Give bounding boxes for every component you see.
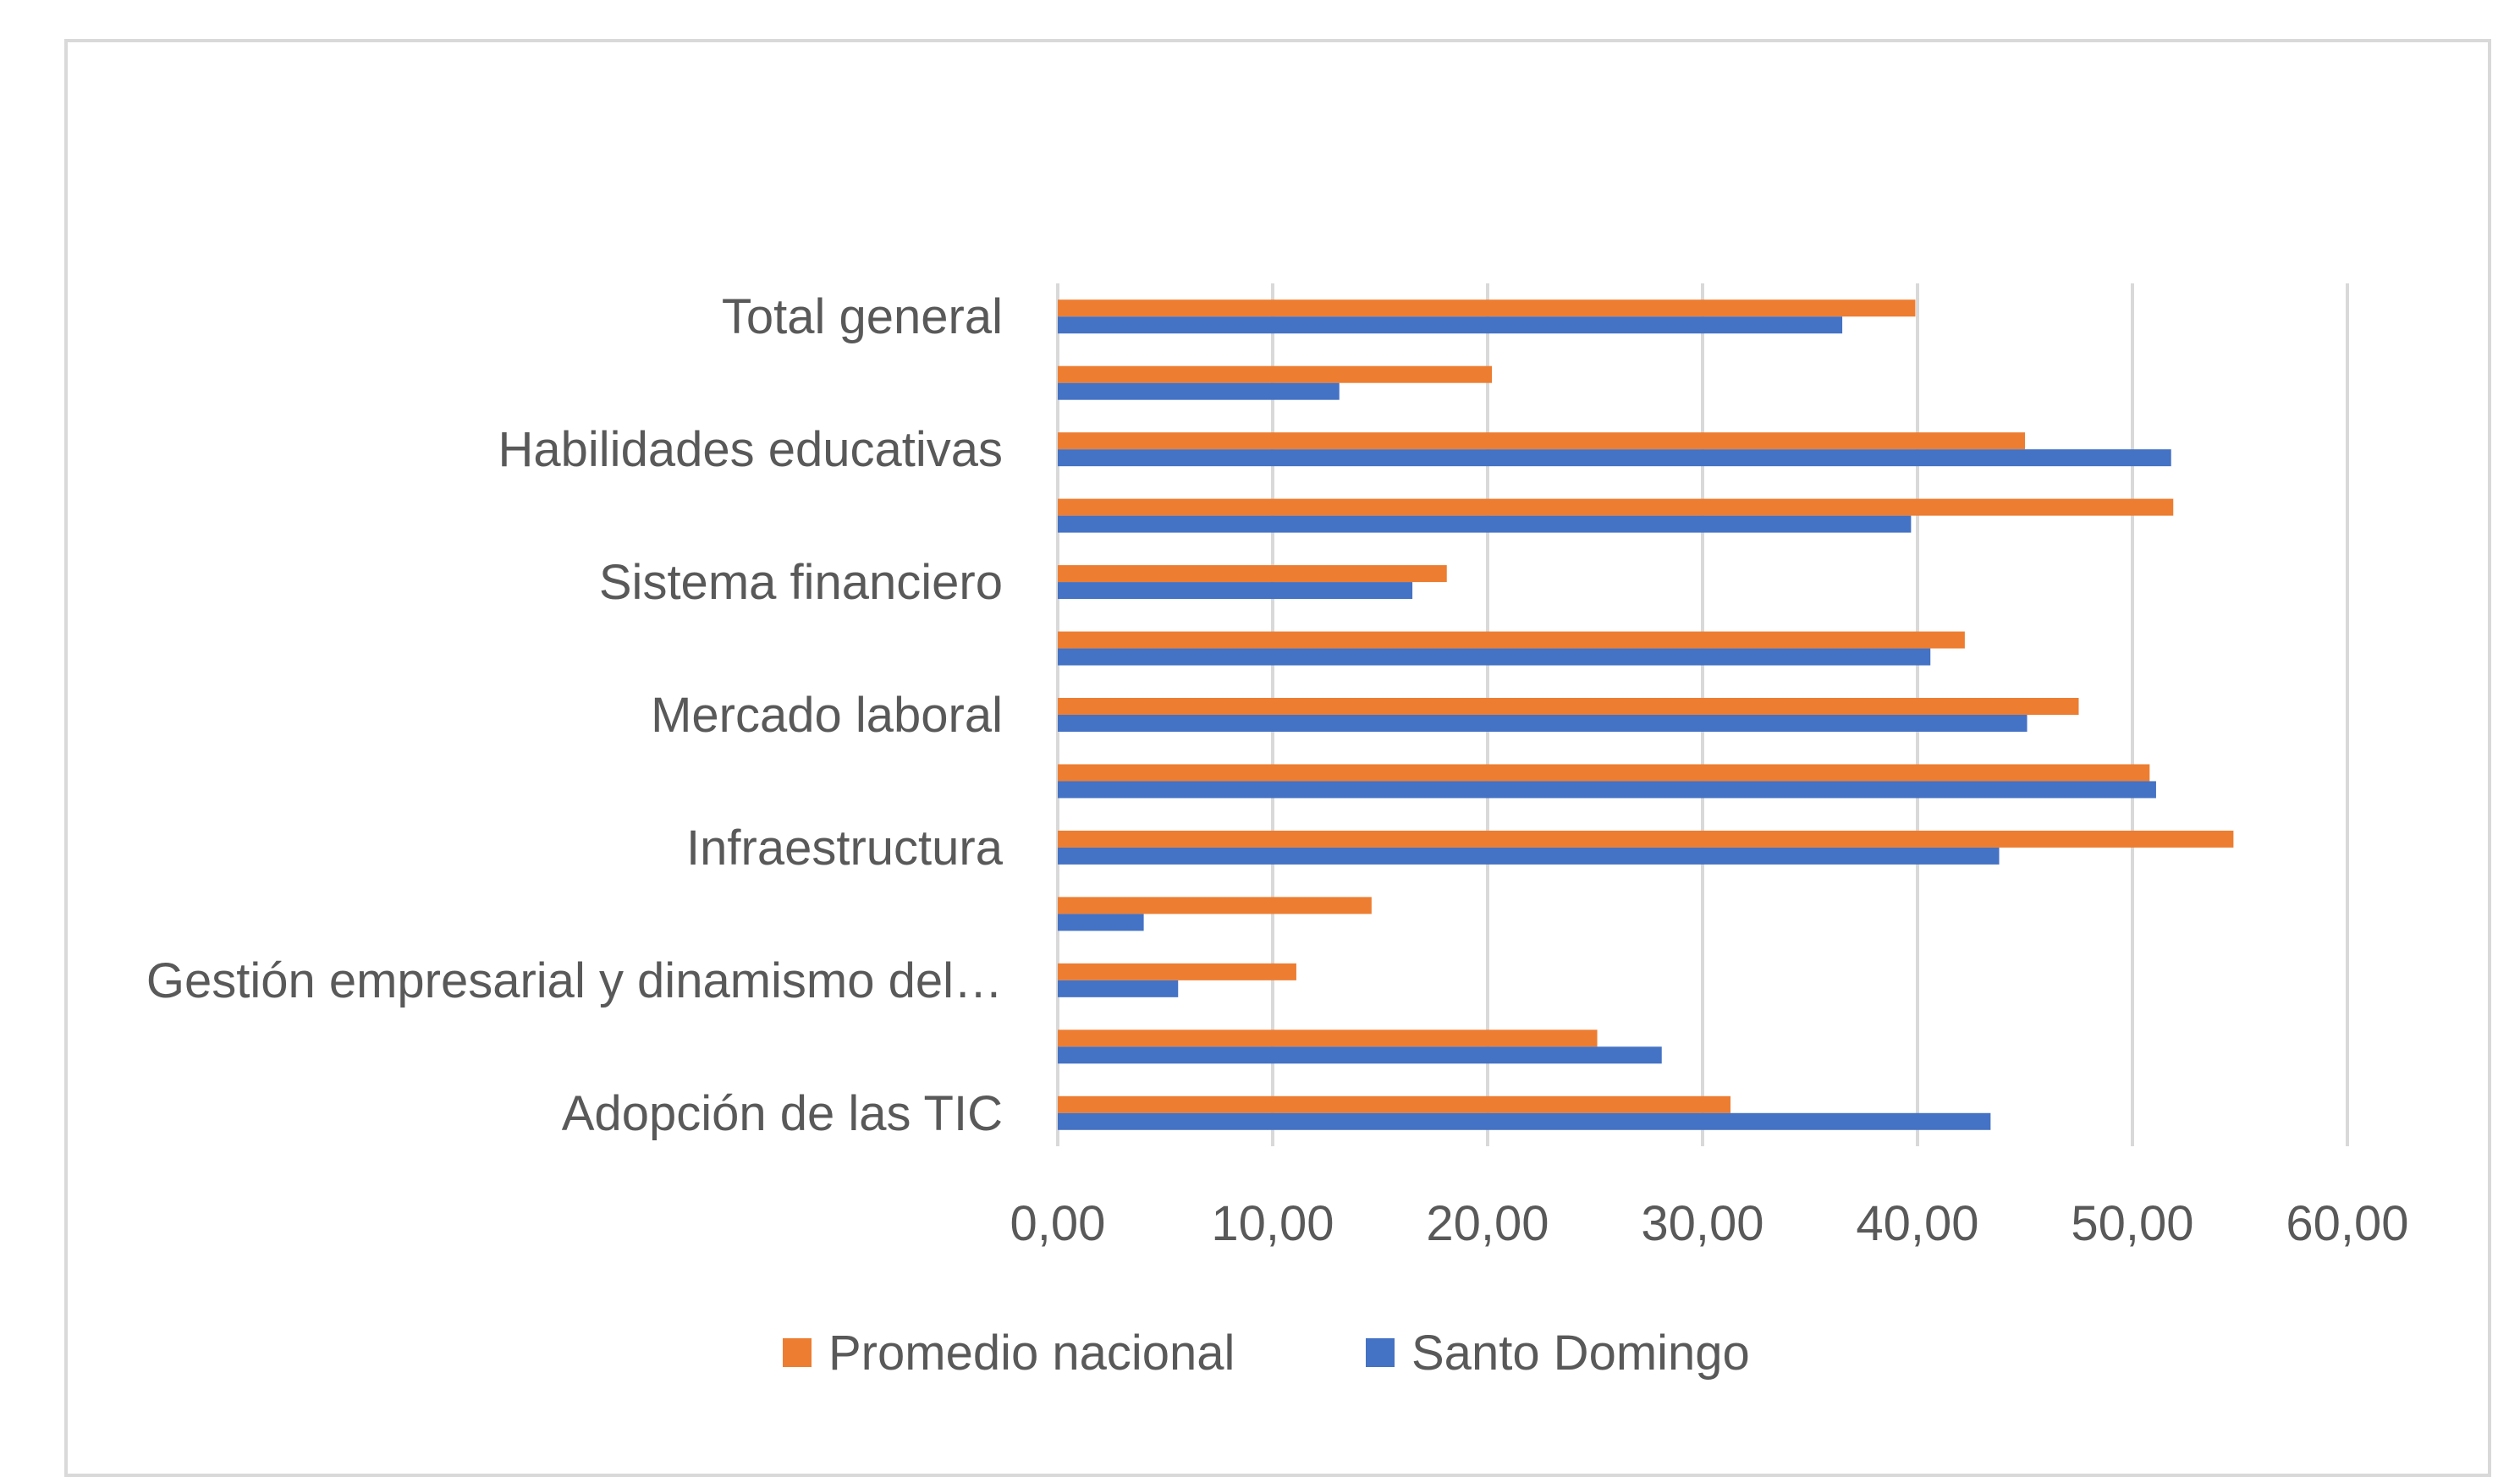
category-labels: Total general Habilidades educativas Siste… — [146, 289, 1004, 1141]
bar-promedio-nacional-0 — [1058, 299, 1916, 317]
bar-santo-domingo-1 — [1058, 382, 1340, 400]
bar-promedio-nacional-7 — [1058, 764, 2150, 782]
x-tick-label-0: 0,00 — [1010, 1196, 1106, 1251]
category-label-8: Infraestructura — [686, 821, 1004, 876]
legend-item-promedio-nacional: Promedio nacional — [783, 1326, 1235, 1381]
category-label-2: Habilidades educativas — [498, 422, 1003, 477]
bar-santo-domingo-12 — [1058, 1112, 1991, 1130]
bar-santo-domingo-10 — [1058, 980, 1179, 997]
category-label-10: Gestión empresarial y dinamismo del… — [146, 953, 1003, 1008]
bar-promedio-nacional-10 — [1058, 963, 1296, 980]
bar-santo-domingo-6 — [1058, 715, 2028, 732]
bar-santo-domingo-0 — [1058, 316, 1843, 334]
bar-santo-domingo-11 — [1058, 1046, 1662, 1064]
bar-promedio-nacional-9 — [1058, 897, 1372, 914]
category-label-12: Adopción de las TIC — [562, 1086, 1003, 1141]
bar-santo-domingo-5 — [1058, 648, 1931, 666]
x-tick-label-1: 10,00 — [1211, 1196, 1334, 1251]
bar-santo-domingo-8 — [1058, 847, 2000, 865]
legend-label-0: Promedio nacional — [828, 1326, 1235, 1381]
x-tick-label-6: 60,00 — [2286, 1196, 2408, 1251]
bar-promedio-nacional-4 — [1058, 565, 1447, 583]
bar-promedio-nacional-5 — [1058, 631, 1965, 649]
legend-swatch-0 — [783, 1338, 812, 1367]
bar-promedio-nacional-1 — [1058, 365, 1493, 383]
x-tick-label-4: 40,00 — [1856, 1196, 1978, 1251]
chart-frame — [64, 39, 2491, 1477]
x-tick-label-5: 50,00 — [2071, 1196, 2193, 1251]
bar-promedio-nacional-2 — [1058, 432, 2025, 450]
bar-chart: Total general Habilidades educativas Siste… — [146, 283, 2409, 1381]
bar-santo-domingo-9 — [1058, 914, 1144, 931]
bar-santo-domingo-3 — [1058, 515, 1912, 533]
x-tick-label-2: 20,00 — [1426, 1196, 1549, 1251]
legend: Promedio nacional Santo Domingo — [783, 1326, 1750, 1381]
bar-santo-domingo-2 — [1058, 449, 2171, 467]
bar-promedio-nacional-6 — [1058, 698, 2079, 715]
legend-swatch-1 — [1366, 1338, 1395, 1367]
bar-promedio-nacional-12 — [1058, 1095, 1731, 1113]
legend-label-1: Santo Domingo — [1411, 1326, 1750, 1381]
bars — [1058, 299, 2234, 1130]
legend-item-santo-domingo: Santo Domingo — [1366, 1326, 1750, 1381]
x-axis-ticks: 0,00 10,00 20,00 30,00 40,00 50,00 60,00 — [1010, 1196, 2409, 1251]
bar-promedio-nacional-8 — [1058, 830, 2234, 848]
x-tick-label-3: 30,00 — [1641, 1196, 1763, 1251]
bar-promedio-nacional-3 — [1058, 498, 2174, 516]
bar-santo-domingo-4 — [1058, 582, 1413, 600]
category-label-0: Total general — [722, 289, 1003, 344]
category-label-6: Mercado laboral — [651, 688, 1003, 743]
bar-promedio-nacional-11 — [1058, 1030, 1598, 1047]
bar-santo-domingo-7 — [1058, 781, 2156, 799]
category-label-4: Sistema financiero — [599, 555, 1003, 610]
